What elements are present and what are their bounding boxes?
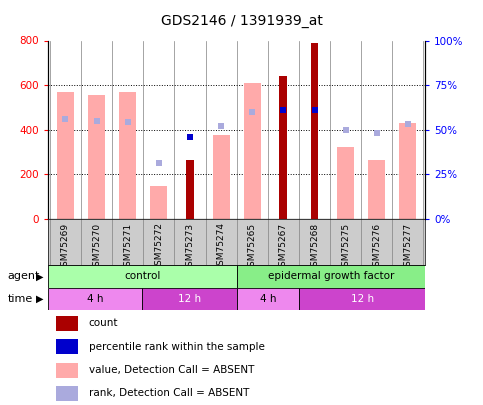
Text: ▶: ▶	[36, 271, 43, 281]
Text: epidermal growth factor: epidermal growth factor	[268, 271, 394, 281]
Text: GSM75272: GSM75272	[155, 222, 163, 271]
Bar	[56, 316, 78, 331]
Bar	[337, 147, 354, 219]
Bar	[280, 76, 287, 219]
Bar	[56, 339, 78, 354]
Text: 4 h: 4 h	[87, 294, 104, 304]
Bar	[237, 265, 425, 288]
Text: count: count	[89, 318, 118, 328]
Text: GSM75275: GSM75275	[341, 222, 350, 271]
Bar	[56, 386, 78, 401]
Bar	[244, 83, 261, 219]
Text: 12 h: 12 h	[178, 294, 201, 304]
Text: GSM75273: GSM75273	[185, 222, 195, 271]
Bar	[311, 43, 318, 219]
Text: GSM75265: GSM75265	[248, 222, 257, 271]
Bar	[150, 186, 168, 219]
Text: GDS2146 / 1391939_at: GDS2146 / 1391939_at	[160, 14, 323, 28]
Text: GSM75276: GSM75276	[372, 222, 381, 271]
Text: GSM75268: GSM75268	[310, 222, 319, 271]
Bar	[299, 288, 425, 310]
Text: control: control	[124, 271, 161, 281]
Text: agent: agent	[7, 271, 40, 281]
Text: value, Detection Call = ABSENT: value, Detection Call = ABSENT	[89, 365, 254, 375]
Bar	[57, 92, 74, 219]
Bar	[88, 95, 105, 219]
Text: rank, Detection Call = ABSENT: rank, Detection Call = ABSENT	[89, 388, 249, 399]
Bar	[213, 135, 229, 219]
Text: 4 h: 4 h	[260, 294, 276, 304]
Text: GSM75271: GSM75271	[123, 222, 132, 271]
Bar	[48, 265, 237, 288]
Bar	[186, 160, 194, 219]
Bar	[368, 160, 385, 219]
Text: GSM75269: GSM75269	[61, 222, 70, 271]
Text: time: time	[7, 294, 32, 304]
Bar	[119, 92, 136, 219]
Bar	[56, 362, 78, 377]
Text: GSM75277: GSM75277	[403, 222, 412, 271]
Text: ▶: ▶	[36, 294, 43, 304]
Text: GSM75267: GSM75267	[279, 222, 288, 271]
Text: percentile rank within the sample: percentile rank within the sample	[89, 342, 265, 352]
Bar	[237, 288, 299, 310]
Text: GSM75270: GSM75270	[92, 222, 101, 271]
Text: 12 h: 12 h	[351, 294, 374, 304]
Text: GSM75274: GSM75274	[216, 222, 226, 271]
Bar	[48, 288, 142, 310]
Bar	[399, 123, 416, 219]
Bar	[142, 288, 237, 310]
